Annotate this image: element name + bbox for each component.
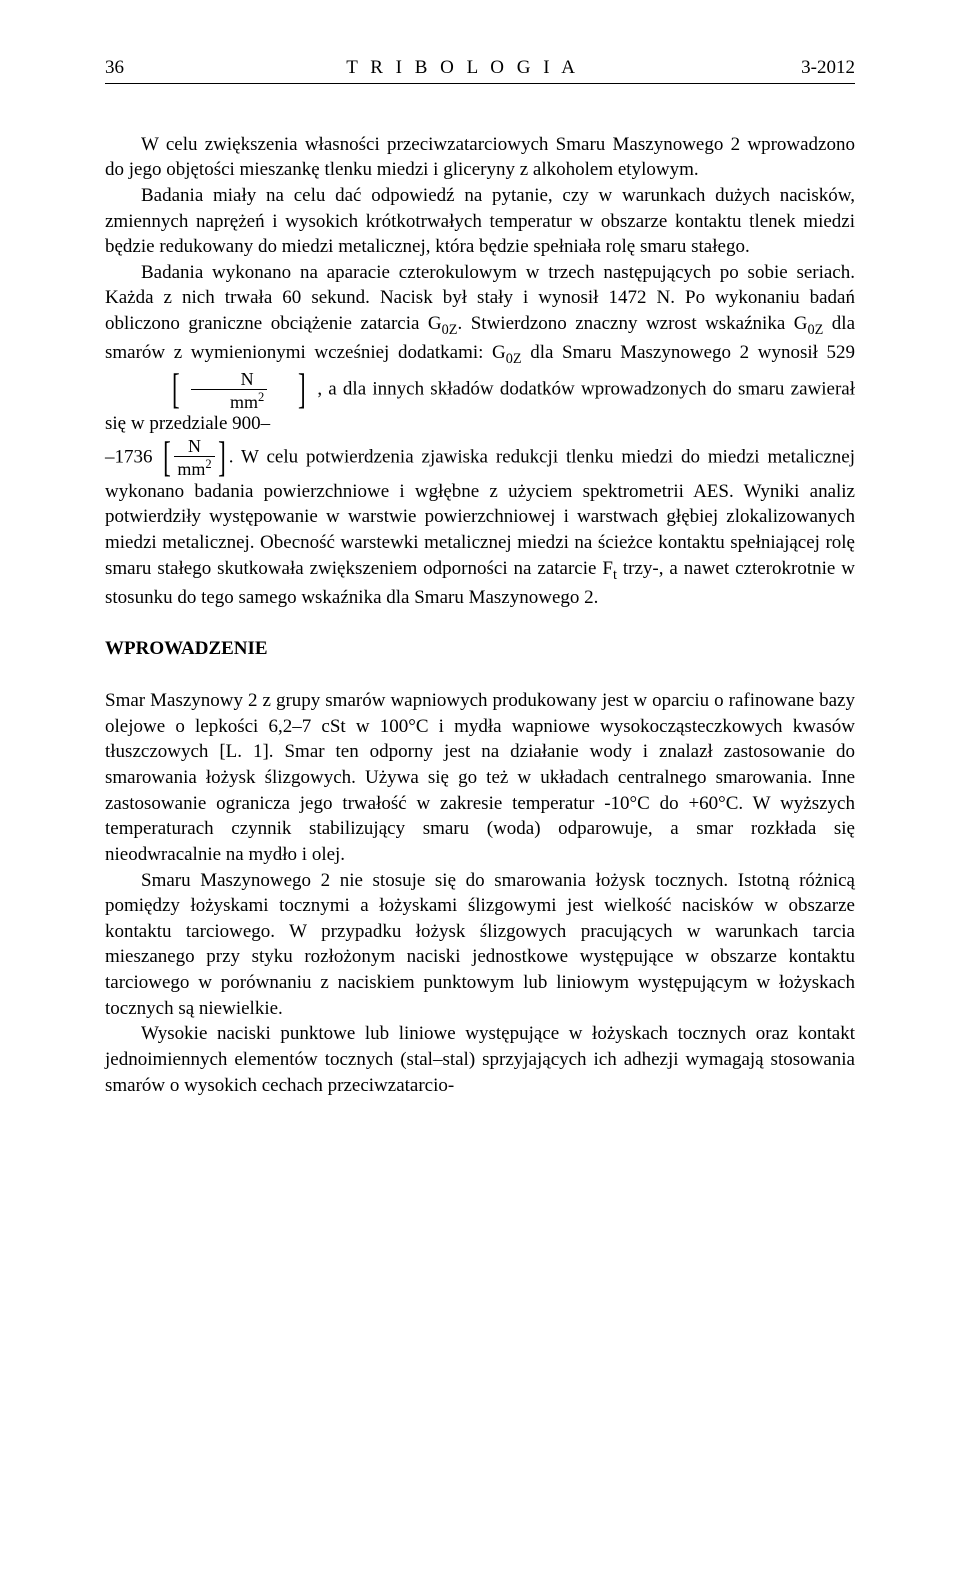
paragraph-6-text: Wysokie naciski punktowe lub liniowe wys… xyxy=(105,1023,855,1095)
paragraph-3-cont: –1736 [Nmm2]. W celu potwierdzenia zjawi… xyxy=(105,437,855,611)
frac-num-2: N xyxy=(174,437,214,456)
fraction-body-1: Nmm2 xyxy=(191,370,267,411)
right-bracket-1: ] xyxy=(279,369,307,411)
paragraph-1-text: W celu zwiększenia własności przeciwzata… xyxy=(105,134,855,181)
paragraph-4: Smar Maszynowy 2 z grupy smarów wapniowy… xyxy=(105,688,855,867)
right-bracket-2: ] xyxy=(218,437,226,479)
frac-den-2: mm2 xyxy=(174,456,214,478)
sub-0z-2: 0Z xyxy=(807,322,823,338)
paragraph-5-text: Smaru Maszynowego 2 nie stosuje się do s… xyxy=(105,870,855,1019)
sub-0z-1: 0Z xyxy=(442,322,458,338)
paragraph-3: Badania wykonano na aparacie czterokulow… xyxy=(105,260,855,437)
journal-title: T R I B O L O G I A xyxy=(346,55,579,81)
p3e2: –1736 xyxy=(105,446,160,467)
page-header: 36 T R I B O L O G I A 3-2012 xyxy=(105,55,855,84)
paragraph-2: Badania miały na celu dać odpowiedź na p… xyxy=(105,183,855,260)
fraction-1: [ Nmm2] xyxy=(105,369,317,411)
left-bracket-2: [ xyxy=(164,437,172,479)
paragraph-5: Smaru Maszynowego 2 nie stosuje się do s… xyxy=(105,868,855,1022)
p3b: . Stwierdzono znaczny wzrost wskaźnika G xyxy=(458,313,808,334)
left-bracket-1: [ xyxy=(152,369,180,411)
sub-0z-3: 0Z xyxy=(506,351,522,367)
page-number: 36 xyxy=(105,55,124,81)
paragraph-2-text: Badania miały na celu dać odpowiedź na p… xyxy=(105,185,855,257)
paragraph-6: Wysokie naciski punktowe lub liniowe wys… xyxy=(105,1021,855,1098)
paragraph-4-text: Smar Maszynowy 2 z grupy smarów wapniowy… xyxy=(105,690,855,865)
fraction-2: [Nmm2] xyxy=(160,437,228,479)
fraction-body-2: Nmm2 xyxy=(174,437,214,478)
paragraph-1: W celu zwiększenia własności przeciwzata… xyxy=(105,132,855,183)
p3d: dla Smaru Maszynowego 2 wynosił 529 xyxy=(522,342,855,363)
issue-info: 3-2012 xyxy=(801,55,855,81)
section-heading-wprowadzenie: WPROWADZENIE xyxy=(105,636,855,662)
frac-den-1: mm2 xyxy=(191,389,267,411)
frac-num-1: N xyxy=(191,370,267,389)
